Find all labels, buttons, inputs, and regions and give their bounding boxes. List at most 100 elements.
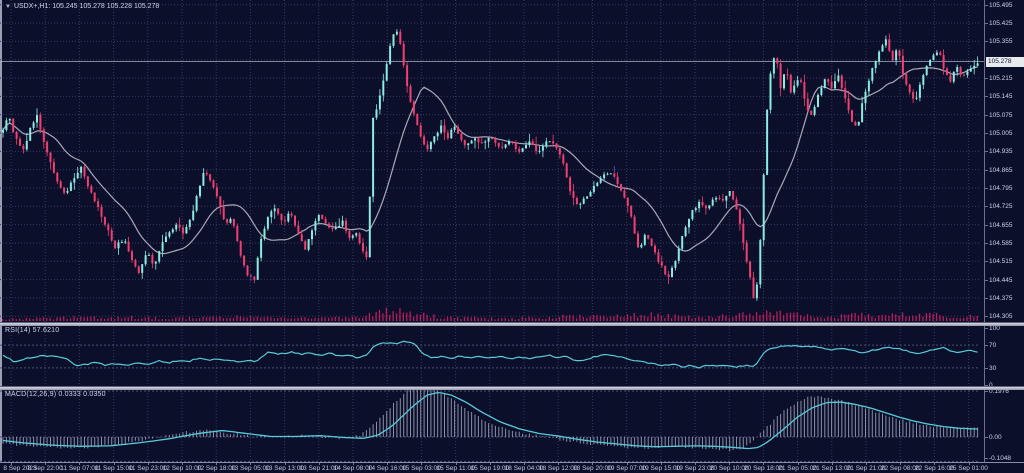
candle[interactable] [457,126,459,134]
candle[interactable] [878,51,881,62]
candle[interactable] [613,173,616,177]
candle[interactable] [63,187,66,193]
candle[interactable] [131,251,133,260]
candle[interactable] [732,191,735,200]
candle[interactable] [277,208,280,214]
candle[interactable] [246,265,249,276]
candle[interactable] [660,261,663,266]
candle[interactable] [806,98,809,111]
candle[interactable] [932,55,935,60]
candle[interactable] [321,214,324,219]
candle[interactable] [154,261,157,264]
candle[interactable] [253,276,256,280]
candle[interactable] [531,141,534,145]
candle[interactable] [334,227,337,229]
candle[interactable] [280,213,283,221]
candle[interactable] [263,228,266,239]
candle[interactable] [141,264,144,273]
candle[interactable] [395,31,398,35]
candle[interactable] [521,148,524,152]
candle[interactable] [15,132,18,139]
candle[interactable] [215,187,218,197]
candle[interactable] [861,103,864,122]
candle[interactable] [8,118,11,121]
candle[interactable] [443,125,446,133]
candle[interactable] [304,241,307,250]
candle[interactable] [840,75,843,89]
candle[interactable] [715,197,718,200]
candle[interactable] [419,125,422,137]
candle[interactable] [596,182,599,186]
candle[interactable] [552,141,555,144]
candle[interactable] [871,68,874,81]
candle[interactable] [749,261,752,278]
candle[interactable] [134,259,137,267]
pane-separator[interactable] [0,386,1024,390]
candle[interactable] [963,74,965,76]
candle[interactable] [450,129,453,139]
candle[interactable] [317,214,320,221]
candle[interactable] [776,58,779,64]
candle[interactable] [97,201,100,207]
candle[interactable] [562,154,565,164]
candle[interactable] [779,63,782,89]
candle[interactable] [762,174,765,241]
candle[interactable] [555,143,558,149]
candle[interactable] [144,255,147,265]
candle[interactable] [586,196,589,199]
candle[interactable] [640,244,643,248]
candle[interactable] [341,220,344,226]
candle[interactable] [847,98,850,111]
candle[interactable] [915,97,918,99]
candle[interactable] [946,68,948,76]
candle[interactable] [558,148,561,155]
candle[interactable] [22,145,25,150]
candle[interactable] [80,166,83,173]
candle[interactable] [362,243,364,252]
candle[interactable] [851,110,853,122]
candle[interactable] [623,190,626,198]
candle[interactable] [888,39,891,51]
candle[interactable] [358,233,361,244]
candle[interactable] [935,52,938,56]
candle[interactable] [188,220,191,227]
candle[interactable] [470,140,473,144]
candle[interactable] [36,115,38,123]
candle[interactable] [867,80,870,92]
candle[interactable] [29,127,32,141]
candle[interactable] [548,141,551,143]
candle[interactable] [110,230,113,241]
candle[interactable] [477,138,480,143]
candle[interactable] [630,205,633,217]
candle[interactable] [752,277,755,299]
candle[interactable] [311,230,313,240]
candle[interactable] [178,224,181,228]
candle[interactable] [657,252,660,262]
candle[interactable] [616,176,619,185]
candle[interactable] [579,203,582,205]
candle[interactable] [959,67,962,75]
candle[interactable] [351,235,354,238]
candle[interactable] [688,219,690,228]
candle[interactable] [606,173,609,175]
candle[interactable] [565,163,568,178]
candle[interactable] [786,74,789,76]
candle[interactable] [412,101,415,114]
candle[interactable] [199,185,201,197]
candle[interactable] [701,202,704,206]
price-axis[interactable]: 105.278 105.495 105.425 105.355 105.215 105.… [984,0,1024,462]
candle[interactable] [834,81,836,89]
candle[interactable] [718,197,721,199]
candle[interactable] [667,274,670,277]
candle[interactable] [813,106,816,115]
candle[interactable] [117,242,120,249]
candle[interactable] [440,125,443,133]
candle[interactable] [273,208,276,212]
candle[interactable] [738,209,741,224]
candle[interactable] [158,251,161,262]
candle[interactable] [494,139,497,143]
candle[interactable] [348,231,351,238]
candle[interactable] [474,138,476,141]
candle[interactable] [830,81,833,89]
candle[interactable] [569,177,572,192]
